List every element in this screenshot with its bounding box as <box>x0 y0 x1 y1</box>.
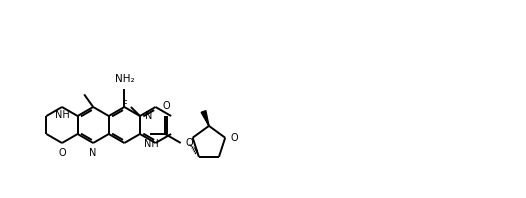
Polygon shape <box>201 111 209 126</box>
Text: N: N <box>89 148 97 158</box>
Text: F: F <box>123 100 128 110</box>
Text: O: O <box>186 138 194 148</box>
Text: NH: NH <box>55 110 69 120</box>
Text: NH₂: NH₂ <box>115 74 134 84</box>
Text: NH: NH <box>144 139 159 149</box>
Text: N: N <box>145 111 153 121</box>
Text: O: O <box>230 133 238 143</box>
Text: O: O <box>58 148 66 158</box>
Text: O: O <box>163 101 170 111</box>
